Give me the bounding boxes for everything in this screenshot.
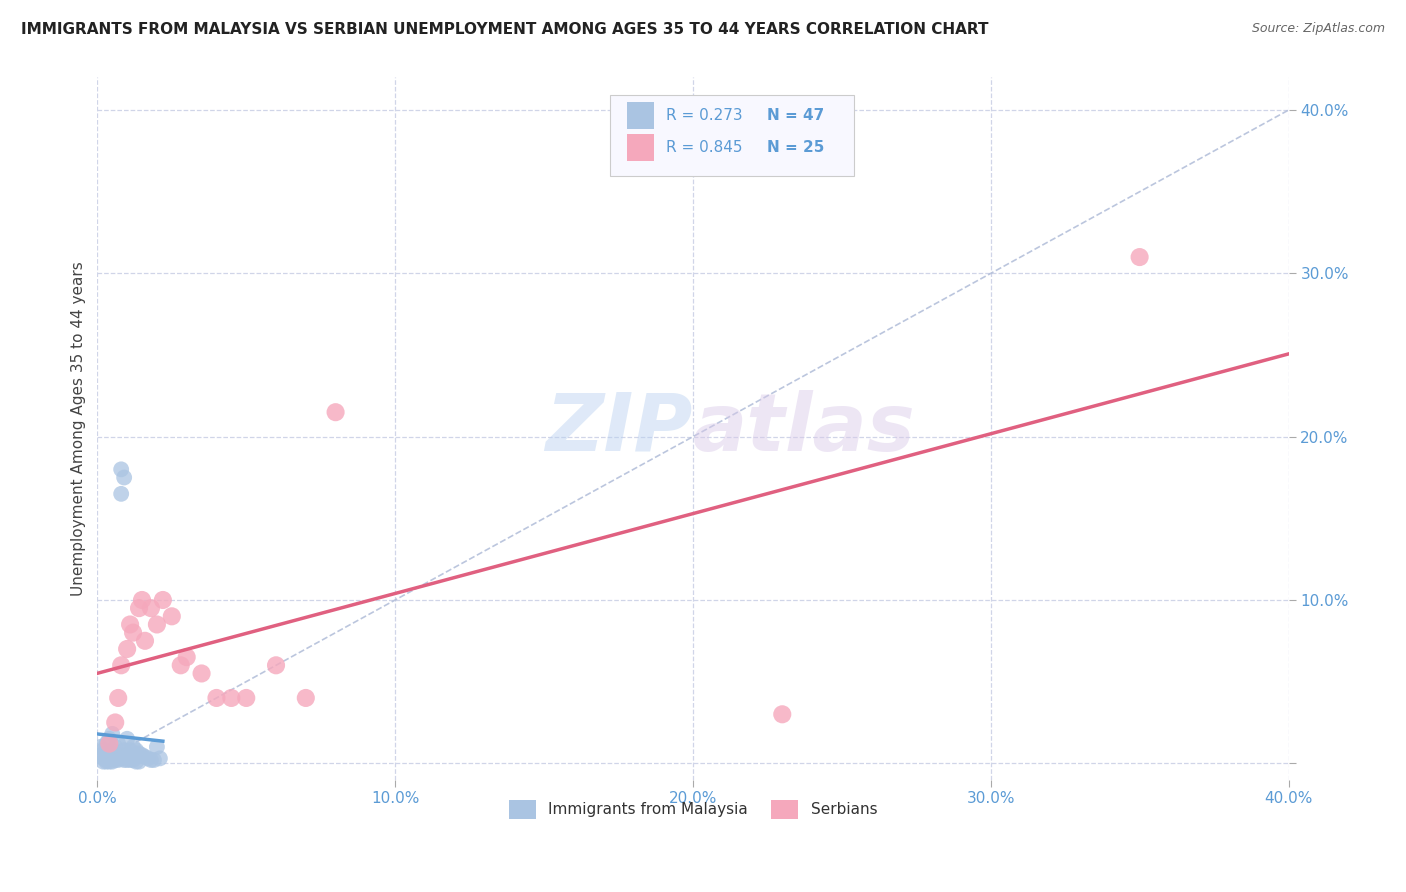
Point — [134, 749, 156, 764]
Point — [91, 743, 114, 757]
Point — [128, 755, 150, 769]
Point — [104, 748, 127, 763]
Point — [115, 753, 138, 767]
Text: atlas: atlas — [693, 390, 915, 467]
Point — [325, 405, 347, 419]
Point — [115, 642, 138, 657]
Point — [107, 748, 129, 763]
Point — [104, 715, 127, 730]
Text: R = 0.845: R = 0.845 — [665, 140, 742, 155]
Point — [91, 755, 114, 769]
Text: IMMIGRANTS FROM MALAYSIA VS SERBIAN UNEMPLOYMENT AMONG AGES 35 TO 44 YEARS CORRE: IMMIGRANTS FROM MALAYSIA VS SERBIAN UNEM… — [21, 22, 988, 37]
Point — [176, 650, 198, 665]
Point — [101, 749, 124, 764]
Text: N = 25: N = 25 — [766, 140, 824, 155]
Point — [146, 739, 169, 754]
Point — [89, 739, 111, 754]
Point — [120, 617, 142, 632]
Point — [115, 731, 138, 746]
Point — [128, 601, 150, 615]
Point — [146, 617, 169, 632]
Point — [149, 751, 172, 765]
Text: ZIP: ZIP — [546, 390, 693, 467]
Point — [152, 593, 174, 607]
Point — [110, 658, 132, 673]
Point — [122, 739, 145, 754]
Point — [98, 745, 121, 759]
Point — [120, 743, 142, 757]
Point — [770, 707, 793, 722]
Point — [122, 625, 145, 640]
Point — [107, 753, 129, 767]
Point — [160, 609, 183, 624]
Point — [98, 751, 121, 765]
Point — [96, 755, 118, 769]
Point — [96, 737, 118, 751]
Y-axis label: Unemployment Among Ages 35 to 44 years: Unemployment Among Ages 35 to 44 years — [72, 261, 86, 596]
Text: Source: ZipAtlas.com: Source: ZipAtlas.com — [1251, 22, 1385, 36]
Point — [115, 748, 138, 763]
FancyBboxPatch shape — [627, 135, 654, 161]
Point — [89, 748, 111, 763]
Point — [131, 748, 153, 763]
Point — [96, 753, 118, 767]
Point — [110, 487, 132, 501]
Point — [294, 690, 316, 705]
Text: R = 0.273: R = 0.273 — [665, 108, 742, 123]
Point — [170, 658, 193, 673]
Point — [235, 690, 257, 705]
Point — [98, 731, 121, 746]
Point — [128, 747, 150, 761]
FancyBboxPatch shape — [627, 102, 654, 128]
Point — [101, 755, 124, 769]
Point — [107, 737, 129, 751]
Point — [101, 743, 124, 757]
Point — [142, 753, 165, 767]
Point — [221, 690, 243, 705]
Point — [98, 737, 121, 751]
Point — [122, 753, 145, 767]
Point — [264, 658, 287, 673]
Point — [120, 753, 142, 767]
Point — [1129, 250, 1152, 264]
Point — [205, 690, 228, 705]
Point — [112, 743, 135, 757]
Point — [136, 751, 159, 765]
Point — [101, 727, 124, 741]
Text: N = 47: N = 47 — [766, 108, 824, 123]
Point — [110, 751, 132, 765]
Point — [139, 601, 162, 615]
Point — [125, 755, 148, 769]
Point — [112, 753, 135, 767]
Point — [104, 739, 127, 754]
Point — [125, 743, 148, 757]
Point — [107, 690, 129, 705]
Point — [131, 593, 153, 607]
Point — [96, 747, 118, 761]
Point — [110, 462, 132, 476]
Point — [104, 753, 127, 767]
Point — [134, 633, 156, 648]
Point — [112, 470, 135, 484]
Point — [190, 666, 212, 681]
Point — [91, 751, 114, 765]
Legend: Immigrants from Malaysia, Serbians: Immigrants from Malaysia, Serbians — [502, 794, 883, 824]
Point — [139, 753, 162, 767]
FancyBboxPatch shape — [610, 95, 853, 176]
Point — [98, 755, 121, 769]
